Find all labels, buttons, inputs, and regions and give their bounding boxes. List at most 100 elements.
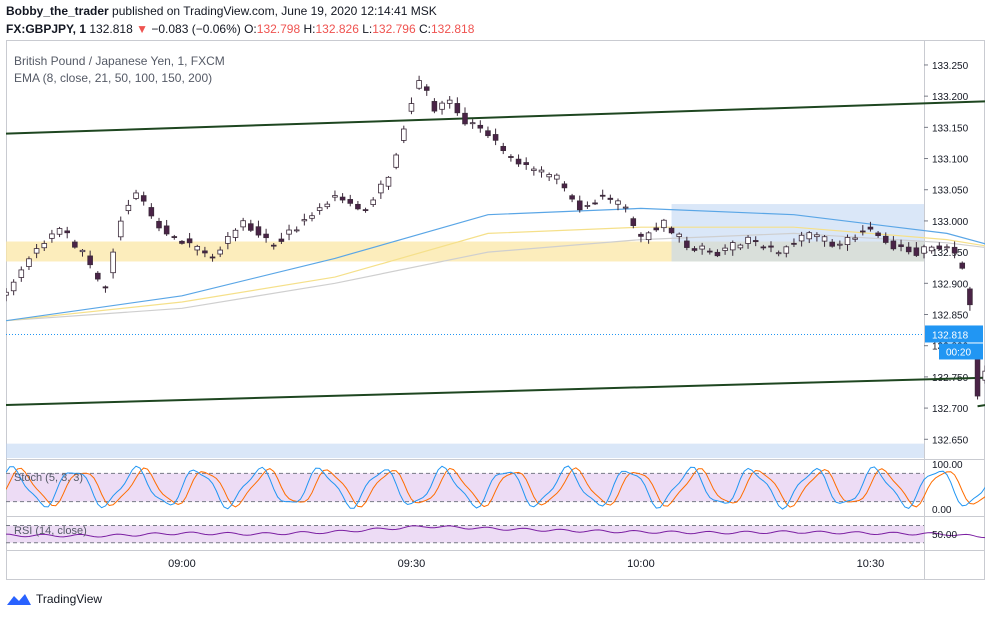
candle-down — [668, 227, 675, 234]
ohlc-open: 132.798 — [256, 22, 301, 36]
candle-up — [49, 233, 55, 239]
candle-up — [316, 207, 323, 211]
candle-down — [523, 162, 529, 165]
candle-up — [745, 236, 751, 244]
candle-down — [462, 112, 468, 125]
chart-container[interactable]: 133.250 133.200 133.150 133.100 133.050 133.0… — [3, 40, 988, 580]
ohlc-open-label: O: — [244, 22, 257, 36]
y-tick-label: 133.050 — [932, 186, 969, 197]
candle-up — [309, 215, 315, 219]
y-tick-label: 133.250 — [932, 61, 969, 72]
candle-up — [661, 219, 667, 229]
candle-down — [714, 251, 721, 257]
x-tick-label: 10:30 — [857, 558, 885, 570]
candle-down — [898, 244, 904, 247]
candle-up — [117, 220, 124, 238]
zone-blue-1 — [671, 204, 924, 262]
last-price-tag-label: 132.818 — [932, 330, 969, 341]
candle-down — [875, 232, 881, 237]
candle-down — [576, 200, 583, 211]
candle-up — [469, 122, 476, 125]
candle-up — [798, 234, 805, 242]
y-tick-label: 133.000 — [932, 217, 969, 228]
candle-down — [485, 130, 491, 137]
footer-brand: TradingView — [36, 592, 103, 606]
last-price: 132.818 — [89, 22, 133, 36]
candle-up — [676, 233, 682, 237]
ohlc-close-label: C: — [418, 22, 431, 36]
candle-down — [607, 197, 614, 200]
chart-svg[interactable]: 133.250 133.200 133.150 133.100 133.050 133.0… — [3, 40, 988, 580]
ema-mid-line — [5, 226, 988, 322]
candle-down — [477, 124, 484, 129]
candle-down — [431, 101, 438, 112]
y-tick-label: 132.650 — [932, 435, 969, 446]
candle-down — [630, 218, 637, 226]
candle-up — [928, 246, 935, 252]
stoch-d-line — [5, 467, 988, 508]
candle-up — [385, 176, 392, 187]
y-tick-label: 132.700 — [932, 404, 969, 415]
rsi-tick-50: 50.00 — [932, 530, 957, 541]
legend-stoch: Stoch (5, 3, 3) — [14, 472, 83, 484]
candle-up — [645, 232, 652, 241]
candle-up — [729, 242, 736, 251]
candle-up — [286, 229, 292, 235]
candle-down — [102, 286, 109, 289]
candle-down — [454, 103, 461, 114]
candle-down — [768, 245, 774, 248]
candle-up — [18, 269, 25, 278]
candle-down — [951, 246, 958, 254]
tradingview-footer[interactable]: TradingView — [6, 592, 102, 606]
candle-up — [416, 80, 422, 89]
candle-up — [10, 281, 17, 292]
candle-up — [783, 246, 790, 254]
candle-down — [936, 245, 943, 250]
ema-slow-line — [5, 232, 988, 322]
y-tick-label: 133.200 — [932, 92, 969, 103]
y-tick-label: 132.950 — [932, 248, 969, 259]
candle-up — [217, 249, 223, 255]
ohlc-close: 132.818 — [430, 22, 475, 36]
candle-down — [209, 256, 216, 259]
candle-up — [408, 103, 415, 112]
candle-up — [240, 220, 246, 228]
legend-ema: EMA (8, close, 21, 50, 100, 150, 200) — [14, 71, 212, 85]
candle-up — [194, 245, 201, 251]
y-tick-label: 132.850 — [932, 311, 969, 322]
rsi-band — [7, 525, 924, 543]
candle-up — [301, 219, 308, 222]
candle-down — [653, 227, 660, 231]
author-name[interactable]: Bobby_the_trader — [6, 4, 109, 18]
stoch-tick-100: 100.00 — [932, 460, 963, 471]
candle-down — [599, 194, 606, 197]
publish-info: Bobby_the_trader published on TradingVie… — [6, 4, 437, 18]
candle-up — [554, 174, 560, 180]
rsi-line — [5, 525, 988, 539]
candle-down — [202, 250, 208, 254]
candle-up — [844, 237, 851, 246]
candle-up — [79, 249, 86, 253]
stoch-tick-0: 0.00 — [932, 505, 952, 516]
candle-down — [148, 207, 155, 217]
candle-up — [699, 245, 705, 250]
y-tick-label: 132.900 — [932, 279, 969, 290]
symbol[interactable]: FX:GBPJPY, 1 — [6, 22, 87, 36]
candle-down — [860, 230, 866, 233]
candle-down — [569, 195, 575, 200]
candle-down — [638, 233, 644, 237]
candle-up — [446, 99, 453, 104]
candle-down — [905, 246, 912, 253]
candle-up — [110, 251, 116, 274]
candle-up — [837, 243, 843, 246]
candle-up — [982, 370, 988, 381]
candle-down — [72, 241, 78, 248]
candle-up — [125, 204, 132, 212]
candle-up — [26, 258, 32, 267]
candle-up — [33, 248, 40, 254]
last-price-tag — [925, 325, 983, 343]
candle-up — [3, 291, 9, 296]
candle-down — [691, 248, 698, 251]
candle-down — [362, 209, 369, 212]
candle-down — [515, 158, 522, 165]
